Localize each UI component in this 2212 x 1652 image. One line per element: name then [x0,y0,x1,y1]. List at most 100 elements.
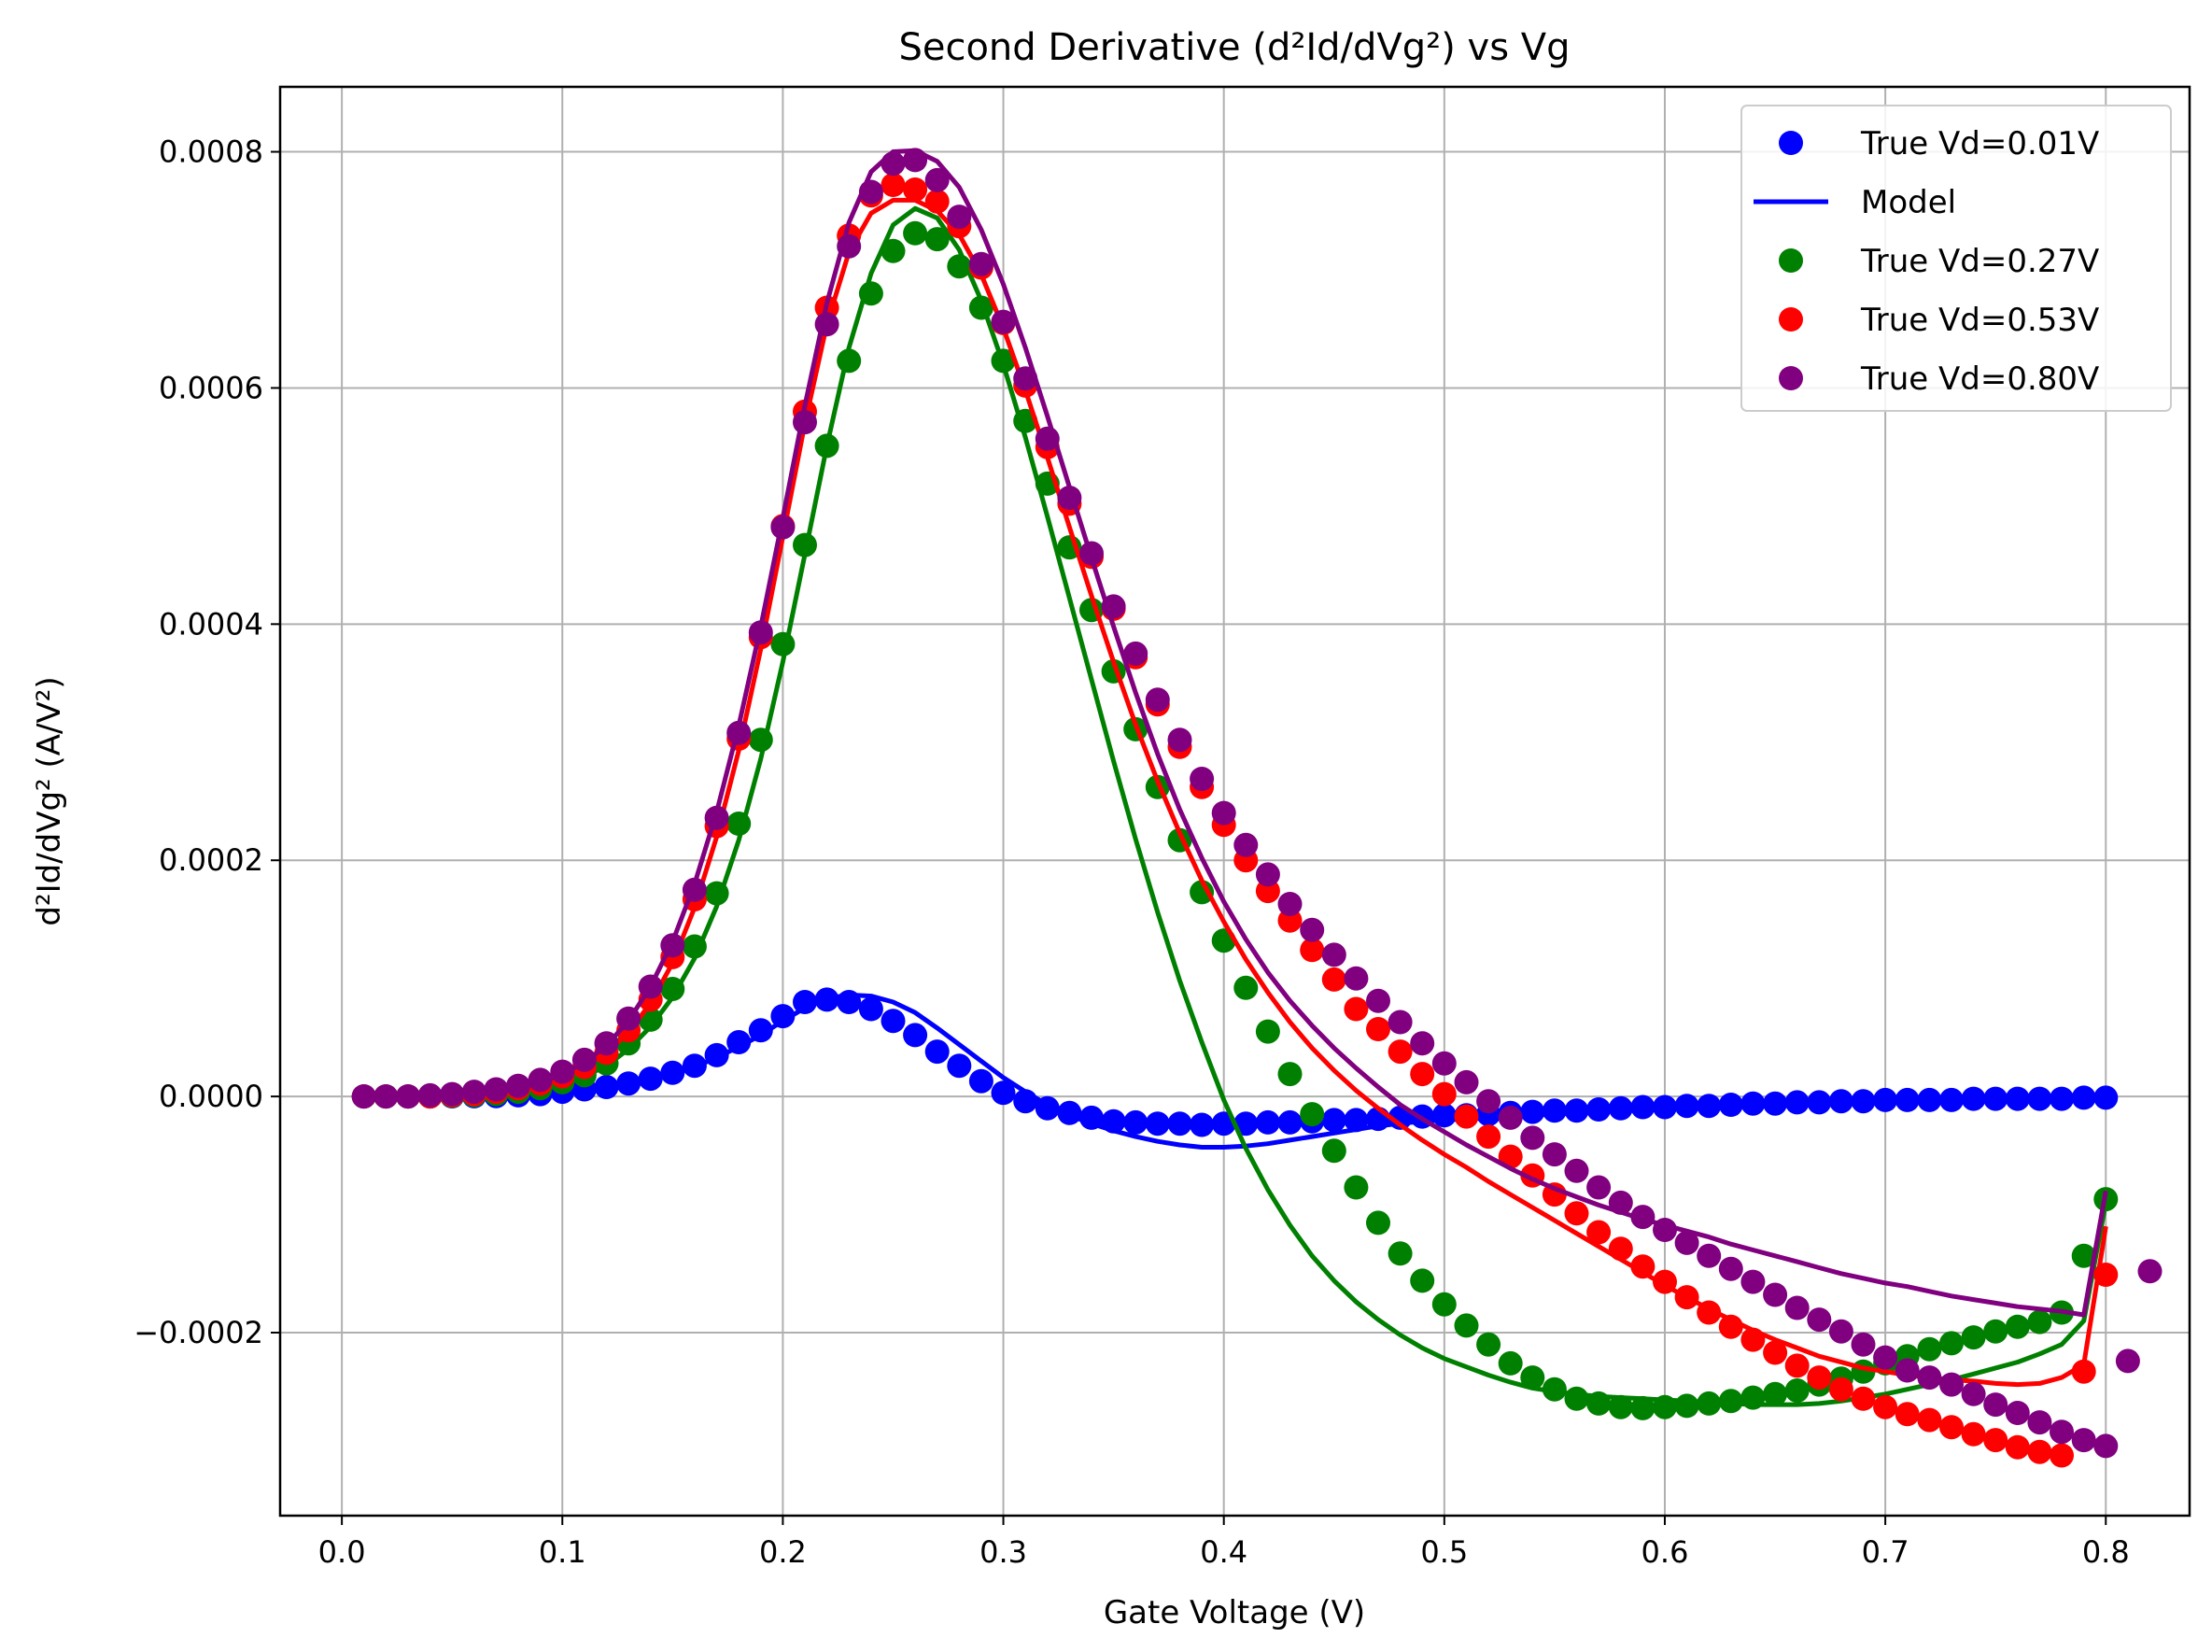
data-point [1939,1372,1964,1397]
data-point [616,1006,641,1031]
data-point [837,348,862,374]
x-tick-label: 0.6 [1641,1534,1689,1570]
data-point [2093,1433,2119,1459]
data-point [1520,1125,1545,1151]
x-axis-label: Gate Voltage (V) [1104,1594,1365,1631]
data-point [2005,1086,2030,1111]
data-point [1321,1108,1346,1133]
data-point [1917,1365,1942,1391]
data-point [1300,938,1325,963]
data-point [793,532,817,558]
data-point [417,1082,443,1108]
data-point [1542,1098,1567,1123]
data-point [1564,1158,1589,1183]
data-point [924,167,950,192]
data-point [1431,1081,1457,1107]
data-point [1718,1093,1743,1117]
data-point [1608,1095,1633,1121]
data-point [660,1060,685,1085]
data-point [1895,1402,1920,1427]
data-point [1277,1109,1303,1135]
y-tick-label: 0.0002 [159,842,263,878]
data-point [1674,1094,1699,1119]
data-point [1388,1105,1413,1130]
data-point [1321,1138,1346,1164]
data-point [903,148,928,173]
y-tick-label: 0.0008 [159,134,263,170]
data-point [1123,641,1148,666]
chart-title: Second Derivative (d²Id/dVg²) vs Vg [898,26,1570,69]
data-point [682,1053,707,1079]
data-point [1013,1089,1038,1114]
data-point [881,238,906,263]
data-point [1939,1087,1964,1112]
legend-label: True Vd=0.01V [1860,125,2099,162]
data-point [396,1084,420,1109]
data-point [858,179,883,205]
data-point [1277,1062,1303,1087]
data-point [748,1018,773,1043]
data-point [461,1080,486,1105]
data-point [1851,1332,1876,1357]
data-point [1697,1300,1722,1325]
data-point [1630,1254,1655,1279]
data-point [991,309,1016,334]
data-point [1145,687,1170,713]
data-point [726,1030,752,1054]
data-point [1035,426,1060,451]
data-point [1674,1230,1699,1255]
data-point [2093,1263,2119,1287]
data-point [1586,1175,1612,1200]
data-point [1961,1086,1986,1111]
data-point [1431,1051,1457,1076]
data-point [1013,366,1038,391]
data-point [1740,1385,1766,1410]
data-point [2027,1309,2052,1334]
data-point [748,727,773,753]
y-tick-label: 0.0006 [159,370,263,405]
data-point [726,720,752,745]
data-point [1961,1325,1986,1350]
data-point [2093,1085,2119,1110]
data-point [1917,1336,1942,1362]
data-point [1653,1269,1677,1294]
data-point [1255,1109,1280,1135]
data-point [1828,1319,1853,1344]
data-point [1190,880,1215,905]
data-point [1410,1268,1435,1293]
legend-entry: True Vd=0.53V [1779,302,2099,339]
data-point [968,295,993,320]
legend-marker [1779,366,1803,390]
data-point [1454,1069,1479,1094]
legend-entry: Model [1754,184,1956,221]
data-point [1520,1365,1545,1391]
data-point [440,1081,465,1107]
data-point [2115,1348,2140,1374]
data-point [793,990,817,1014]
data-point [1190,1112,1215,1137]
data-point [1851,1386,1876,1411]
data-point [1123,1109,1148,1135]
data-point [1697,1243,1722,1268]
data-point [1917,1087,1942,1112]
data-point [2071,1428,2096,1453]
y-axis-label: d²Id/dVg² (A/V²) [31,676,68,925]
data-point [1697,1391,1722,1416]
data-point [1895,1358,1920,1383]
data-point [1718,1389,1743,1414]
legend-marker [1779,131,1803,155]
data-point [1542,1142,1567,1167]
data-point [1079,541,1104,566]
data-point [924,227,950,252]
data-point [1763,1340,1788,1365]
data-point [947,205,972,230]
data-point [2050,1443,2074,1468]
data-point [1454,1313,1479,1338]
x-tick-label: 0.0 [318,1534,366,1570]
data-point [1763,1282,1788,1307]
data-point [1476,1089,1501,1114]
data-point [1167,727,1192,753]
data-point [726,812,752,836]
data-point [837,990,862,1014]
data-point [550,1059,575,1084]
